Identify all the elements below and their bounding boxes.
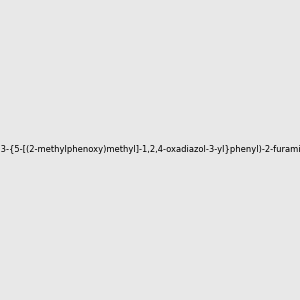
Text: N-(3-{5-[(2-methylphenoxy)methyl]-1,2,4-oxadiazol-3-yl}phenyl)-2-furamide: N-(3-{5-[(2-methylphenoxy)methyl]-1,2,4-…: [0, 146, 300, 154]
